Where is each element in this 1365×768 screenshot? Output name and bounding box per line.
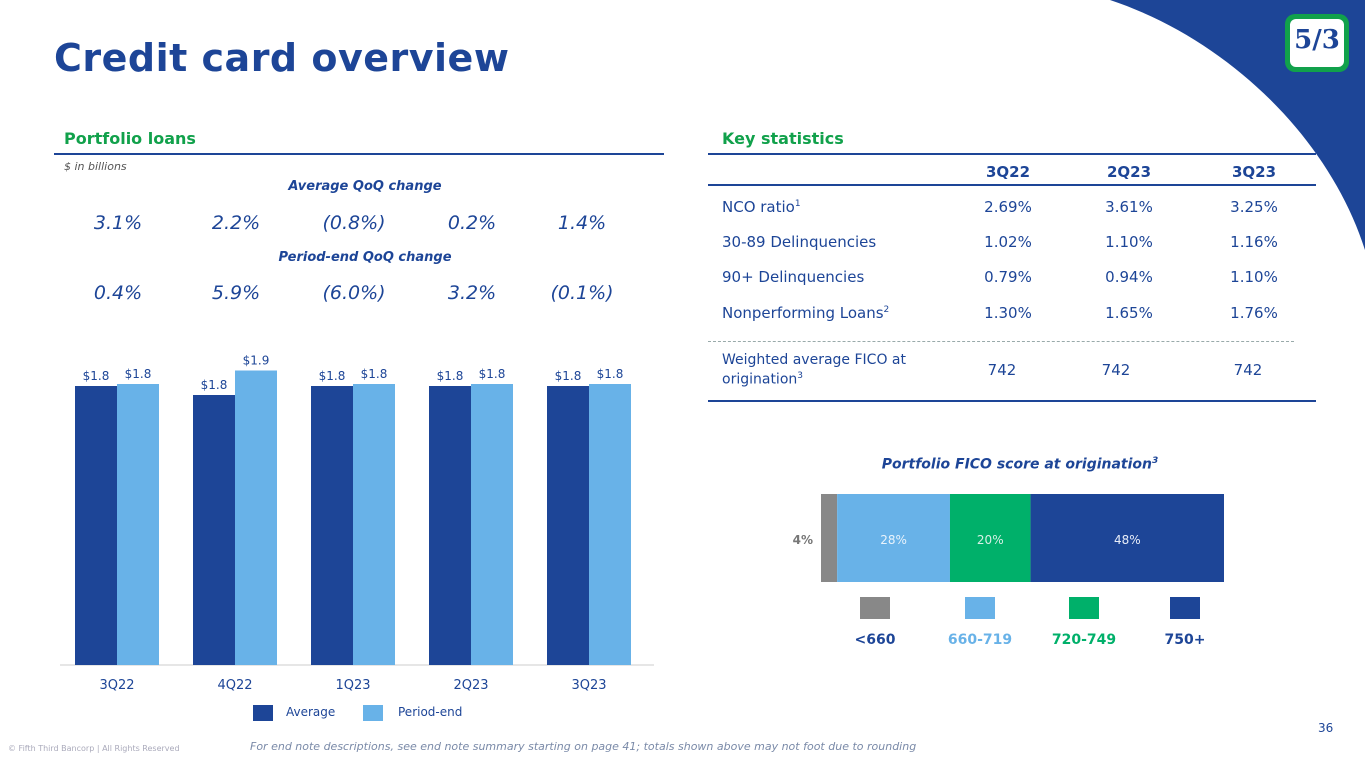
end-note: For end note descriptions, see end note … [250, 740, 917, 753]
table-cell: 1.30% [984, 304, 1032, 322]
table-cell: 3.25% [1230, 198, 1278, 216]
avg-qoq-heading: Average QoQ change [288, 179, 442, 194]
fico-segment-660719 [837, 494, 950, 582]
data-label: $1.8 [361, 367, 388, 381]
pe-qoq-value: (6.0%) [322, 282, 386, 304]
key-stats-heading-rule [708, 153, 1316, 155]
table-row-label: NCO ratio1 [722, 198, 801, 216]
key-statistics-heading: Key statistics [722, 129, 844, 148]
avg-qoq-value: 1.4% [557, 212, 607, 234]
fico-row-label: Weighted average FICO at origination3 [722, 352, 906, 388]
segment-label: 28% [880, 533, 907, 547]
bar-period-end-1q23 [353, 384, 395, 665]
table-cell: 2.69% [984, 198, 1032, 216]
table-cell: 1.10% [1105, 233, 1153, 251]
fico-legend-label: 750+ [1165, 632, 1206, 648]
x-tick-label: 3Q23 [571, 678, 606, 693]
fico-legend-label: 660-719 [948, 632, 1012, 648]
bar-period-end-3q22 [117, 384, 159, 665]
avg-qoq-value: (0.8%) [322, 212, 386, 234]
data-label: $1.8 [479, 367, 506, 381]
x-tick-label: 4Q22 [217, 678, 252, 693]
portfolio-loans-bar-chart: $1.8 $1.8 3Q22 $1.8 $1.9 4Q22 $1.8 $1.8 1Q23 $1.8… [60, 354, 654, 693]
column-header: 2Q23 [1106, 163, 1152, 181]
avg-qoq-value: 0.2% [447, 212, 497, 234]
fico-chart-title: Portfolio FICO score at origination3 [881, 456, 1159, 473]
pe-qoq-heading: Period-end QoQ change [278, 250, 452, 265]
column-header: 3Q22 [985, 163, 1031, 181]
legend-swatch-average [253, 705, 273, 721]
bar-average-2q23 [429, 386, 471, 665]
page-number: 36 [1318, 721, 1334, 735]
fico-segment-750 [1030, 494, 1224, 582]
table-cell: 742 [987, 361, 1017, 379]
fico-distribution-chart: 4% <660 28% 660-719 20% 720-749 48% 750+ [793, 494, 1224, 648]
data-label: $1.8 [597, 367, 624, 381]
fico-legend-swatch [860, 597, 890, 619]
x-tick-label: 1Q23 [335, 678, 370, 693]
segment-label: 48% [1114, 533, 1141, 547]
bar-average-3q22 [75, 386, 117, 665]
table-cell: 742 [1101, 361, 1131, 379]
table-header-rule [708, 184, 1316, 186]
table-cell: 3.61% [1105, 198, 1153, 216]
table-cell: 1.10% [1230, 268, 1278, 286]
bar-period-end-3q23 [589, 384, 631, 665]
fico-legend-swatch [965, 597, 995, 619]
copyright: © Fifth Third Bancorp | All Rights Reser… [8, 744, 180, 753]
segment-label: 4% [793, 533, 813, 547]
table-row-label: 90+ Delinquencies [722, 268, 865, 286]
legend-label-average: Average [286, 705, 336, 719]
data-label: $1.9 [243, 354, 270, 368]
data-label: $1.8 [83, 369, 110, 383]
segment-label: 20% [977, 533, 1004, 547]
pe-qoq-value: 0.4% [93, 282, 143, 304]
fico-legend-swatch [1170, 597, 1200, 619]
data-label: $1.8 [201, 378, 228, 392]
bar-average-1q23 [311, 386, 353, 665]
table-bottom-rule [708, 400, 1316, 402]
bar-period-end-2q23 [471, 384, 513, 665]
fico-legend-label: <660 [855, 632, 896, 648]
data-label: $1.8 [125, 367, 152, 381]
portfolio-heading-rule [54, 153, 664, 155]
data-label: $1.8 [555, 369, 582, 383]
table-cell: 0.79% [984, 268, 1032, 286]
fico-segment-660 [821, 494, 838, 582]
x-tick-label: 3Q22 [99, 678, 134, 693]
avg-qoq-value: 2.2% [211, 212, 261, 234]
table-divider [708, 341, 1294, 342]
table-row-label: 30-89 Delinquencies [722, 233, 877, 251]
table-cell: 742 [1233, 361, 1263, 379]
bar-average-4q22 [193, 395, 235, 665]
table-cell: 1.76% [1230, 304, 1278, 322]
bar-average-3q23 [547, 386, 589, 665]
x-tick-label: 2Q23 [453, 678, 488, 693]
legend-swatch-period-end [363, 705, 383, 721]
fico-legend-label: 720-749 [1052, 632, 1116, 648]
pe-qoq-value: (0.1%) [550, 282, 614, 304]
units-note: $ in billions [64, 160, 127, 173]
fico-legend-swatch [1069, 597, 1099, 619]
bar-period-end-4q22 [235, 370, 277, 665]
column-header: 3Q23 [1231, 163, 1277, 181]
pe-qoq-value: 3.2% [447, 282, 497, 304]
legend-label-period-end: Period-end [398, 705, 463, 719]
data-label: $1.8 [437, 369, 464, 383]
page-title: Credit card overview [54, 36, 510, 80]
data-label: $1.8 [319, 369, 346, 383]
avg-qoq-value: 3.1% [93, 212, 143, 234]
table-row-label: Nonperforming Loans2 [722, 304, 890, 322]
portfolio-loans-heading: Portfolio loans [64, 129, 196, 148]
pe-qoq-value: 5.9% [211, 282, 261, 304]
table-cell: 1.16% [1230, 233, 1278, 251]
table-cell: 1.02% [984, 233, 1032, 251]
table-cell: 0.94% [1105, 268, 1153, 286]
fifth-third-logo: 5/3 [1285, 14, 1349, 72]
table-cell: 1.65% [1105, 304, 1153, 322]
fico-segment-720749 [949, 494, 1031, 582]
